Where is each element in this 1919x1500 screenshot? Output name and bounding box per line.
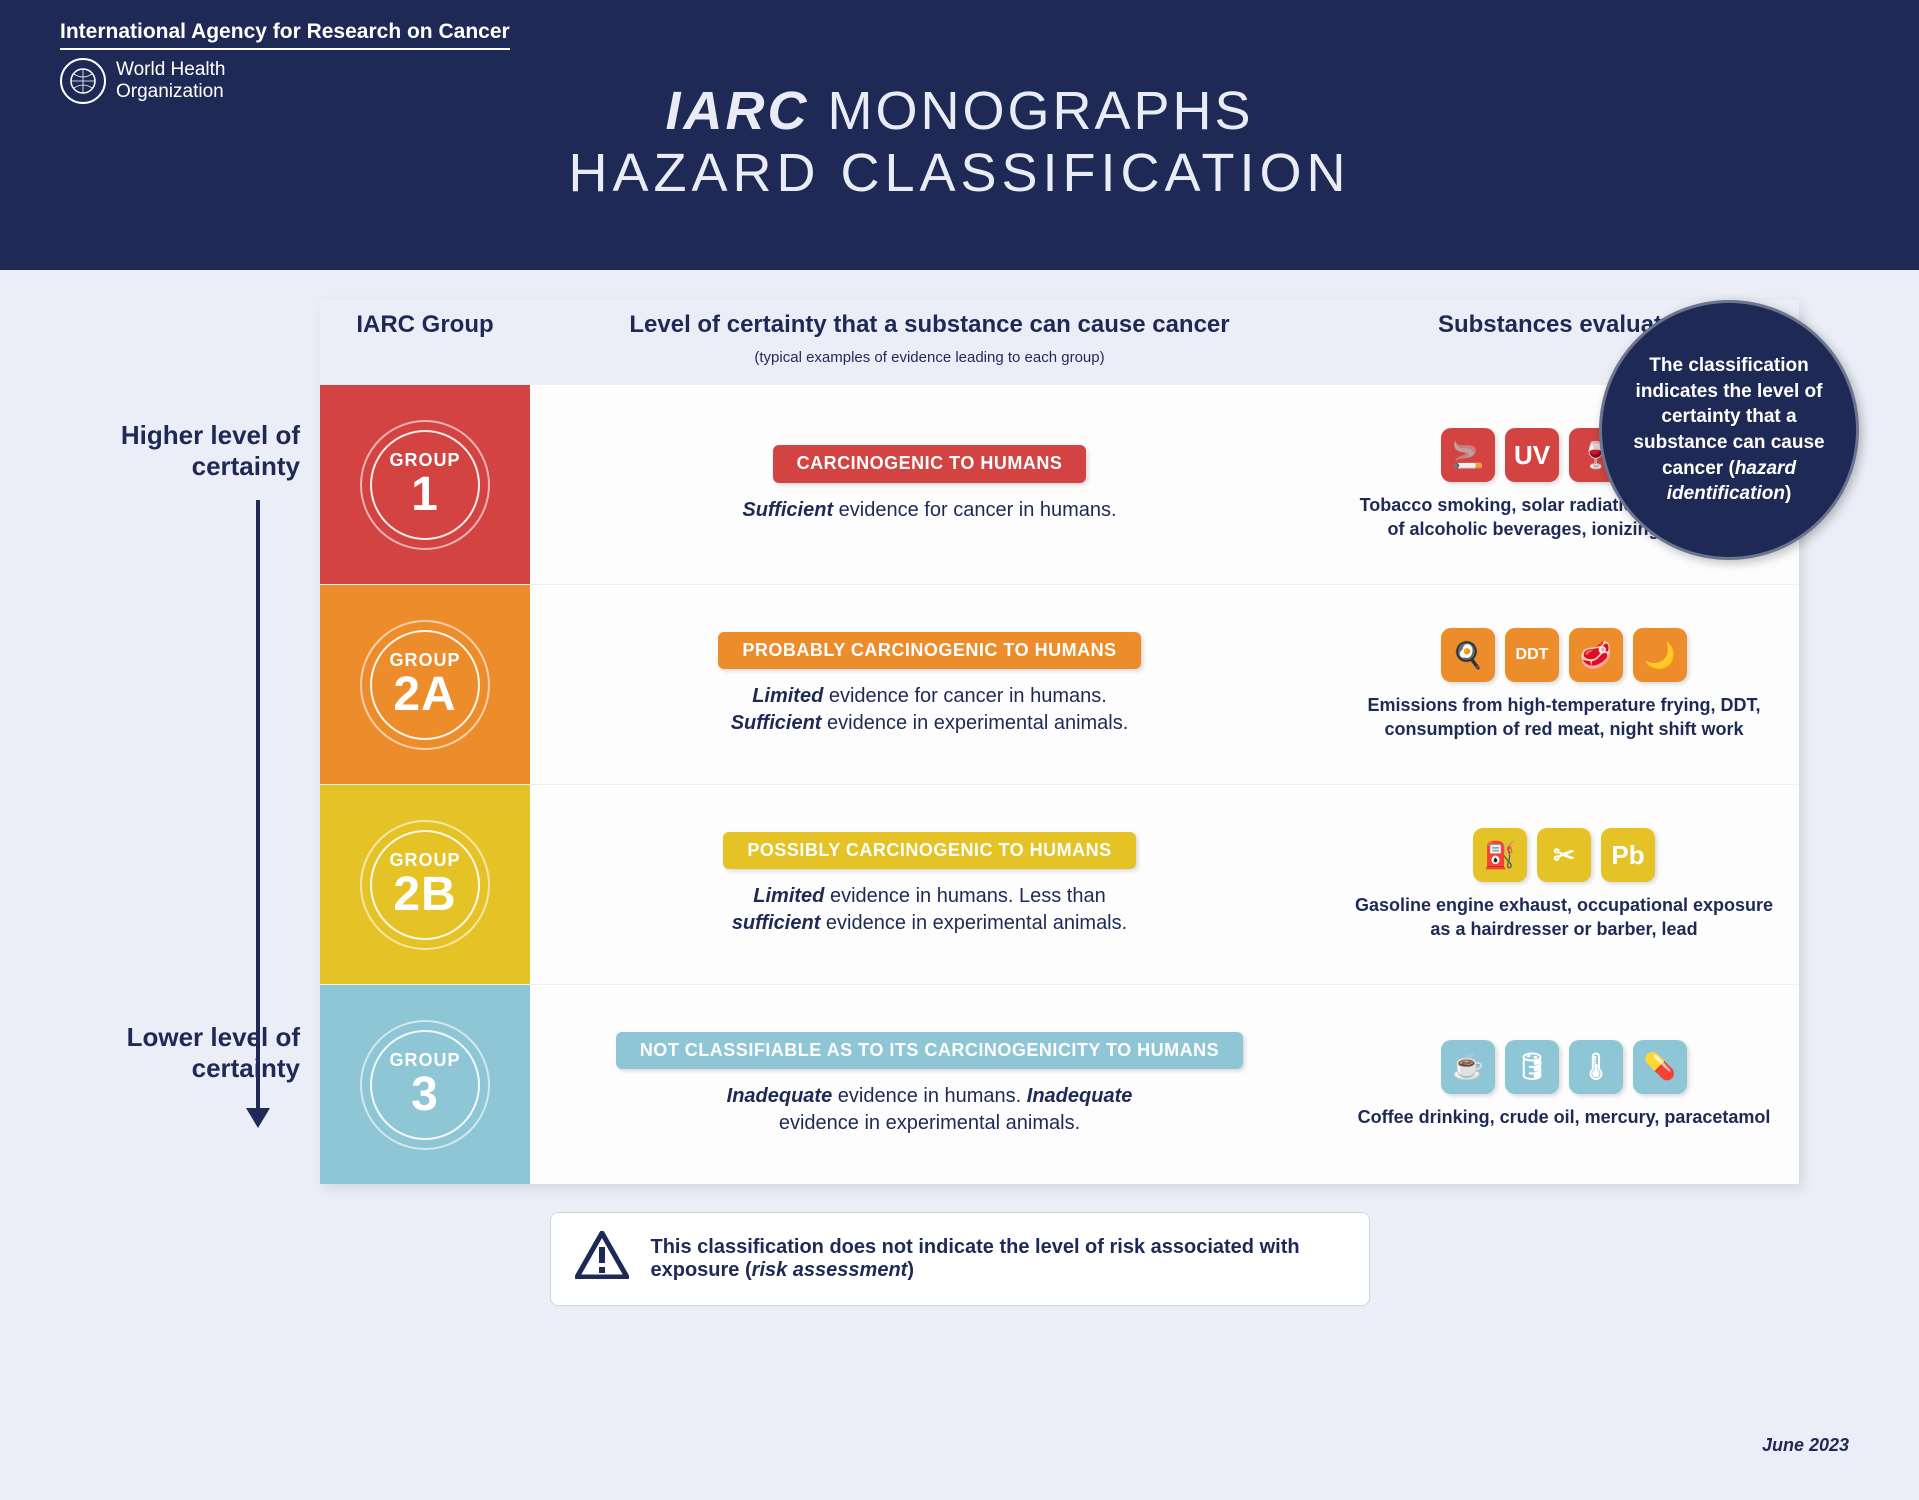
- classification-pill: PROBABLY CARCINOGENIC TO HUMANS: [718, 632, 1140, 670]
- classification-pill: CARCINOGENIC TO HUMANS: [773, 445, 1087, 483]
- substance-icon: 🚬: [1441, 428, 1495, 482]
- substance-icon: 💊: [1633, 1040, 1687, 1094]
- date-stamp: June 2023: [1762, 1435, 1849, 1456]
- group-number: 2B: [393, 871, 456, 919]
- group-badge: GROUP3: [360, 1020, 490, 1150]
- level-cell: POSSIBLY CARCINOGENIC TO HUMANS Limited e…: [530, 785, 1329, 984]
- substances-cell: ☕🛢🌡💊 Coffee drinking, crude oil, mercury,…: [1329, 985, 1799, 1184]
- title-line1: IARC MONOGRAPHS: [0, 80, 1919, 142]
- icon-row: ☕🛢🌡💊: [1441, 1040, 1687, 1094]
- level-cell: CARCINOGENIC TO HUMANS Sufficient evidenc…: [530, 385, 1329, 584]
- header-banner: International Agency for Research on Can…: [0, 0, 1919, 270]
- group-cell: GROUP1: [320, 385, 530, 584]
- who-line1: World Health: [116, 59, 225, 81]
- substance-icon: 🌡: [1569, 1040, 1623, 1094]
- classification-table: IARC Group Level of certainty that a sub…: [320, 300, 1799, 1184]
- table-row: GROUP2A PROBABLY CARCINOGENIC TO HUMANS Li…: [320, 584, 1799, 784]
- disclaimer-text: This classification does not indicate th…: [651, 1236, 1345, 1282]
- icon-row: ⛽✂Pb: [1473, 828, 1655, 882]
- classification-pill: POSSIBLY CARCINOGENIC TO HUMANS: [723, 832, 1135, 870]
- circle-note-text: The classification indicates the level o…: [1632, 353, 1826, 507]
- classification-pill: NOT CLASSIFIABLE AS TO ITS CARCINOGENICI…: [616, 1032, 1243, 1070]
- level-cell: PROBABLY CARCINOGENIC TO HUMANS Limited e…: [530, 585, 1329, 784]
- substances-cell: 🍳DDT🥩🌙 Emissions from high-temperature fr…: [1329, 585, 1799, 784]
- evidence-text: Limited evidence for cancer in humans. S…: [710, 683, 1150, 737]
- substance-icon: UV: [1505, 428, 1559, 482]
- substance-icon: Pb: [1601, 828, 1655, 882]
- substances-text: Gasoline engine exhaust, occupational ex…: [1354, 894, 1774, 941]
- substances-text: Emissions from high-temperature frying, …: [1354, 694, 1774, 741]
- title-rest: MONOGRAPHS: [809, 81, 1253, 141]
- group-number: 3: [411, 1071, 439, 1119]
- table-row: GROUP1 CARCINOGENIC TO HUMANS Sufficient e…: [320, 384, 1799, 584]
- group-number: 1: [411, 471, 439, 519]
- level-cell: NOT CLASSIFIABLE AS TO ITS CARCINOGENICI…: [530, 985, 1329, 1184]
- warning-icon: [575, 1231, 629, 1287]
- substance-icon: ⛽: [1473, 828, 1527, 882]
- substance-icon: 🍳: [1441, 628, 1495, 682]
- evidence-text: Sufficient evidence for cancer in humans…: [742, 497, 1116, 524]
- substance-icon: 🥩: [1569, 628, 1623, 682]
- title-block: IARC MONOGRAPHS HAZARD CLASSIFICATION: [0, 80, 1919, 204]
- evidence-text: Inadequate evidence in humans. Inadequat…: [710, 1083, 1150, 1137]
- agency-name: International Agency for Research on Can…: [60, 20, 510, 50]
- substance-icon: ✂: [1537, 828, 1591, 882]
- group-number: 2A: [393, 671, 456, 719]
- table-row: GROUP2B POSSIBLY CARCINOGENIC TO HUMANS Li…: [320, 784, 1799, 984]
- group-cell: GROUP2B: [320, 785, 530, 984]
- group-cell: GROUP3: [320, 985, 530, 1184]
- axis-bottom-label: Lower level of certainty: [60, 1022, 300, 1084]
- group-badge: GROUP1: [360, 420, 490, 550]
- evidence-text: Limited evidence in humans. Less than su…: [710, 883, 1150, 937]
- substances-text: Coffee drinking, crude oil, mercury, par…: [1358, 1106, 1771, 1129]
- col-header-group: IARC Group: [320, 310, 530, 370]
- table-row: GROUP3 NOT CLASSIFIABLE AS TO ITS CARCINO…: [320, 984, 1799, 1184]
- group-badge: GROUP2B: [360, 820, 490, 950]
- axis-arrow-icon: [256, 500, 260, 1110]
- col-header-level: Level of certainty that a substance can …: [530, 310, 1329, 370]
- risk-disclaimer: This classification does not indicate th…: [550, 1212, 1370, 1306]
- substance-icon: ☕: [1441, 1040, 1495, 1094]
- icon-row: 🍳DDT🥩🌙: [1441, 628, 1687, 682]
- substance-icon: 🛢: [1505, 1040, 1559, 1094]
- title-subtitle: HAZARD CLASSIFICATION: [0, 142, 1919, 204]
- hazard-identification-note: The classification indicates the level o…: [1599, 300, 1859, 560]
- substance-icon: 🌙: [1633, 628, 1687, 682]
- substance-icon: DDT: [1505, 628, 1559, 682]
- table-header: IARC Group Level of certainty that a sub…: [320, 300, 1799, 384]
- title-bold: IARC: [665, 81, 809, 141]
- axis-top-label: Higher level of certainty: [60, 420, 300, 482]
- group-cell: GROUP2A: [320, 585, 530, 784]
- substances-cell: ⛽✂Pb Gasoline engine exhaust, occupationa…: [1329, 785, 1799, 984]
- group-badge: GROUP2A: [360, 620, 490, 750]
- certainty-axis: Higher level of certainty Lower level of…: [60, 300, 300, 1184]
